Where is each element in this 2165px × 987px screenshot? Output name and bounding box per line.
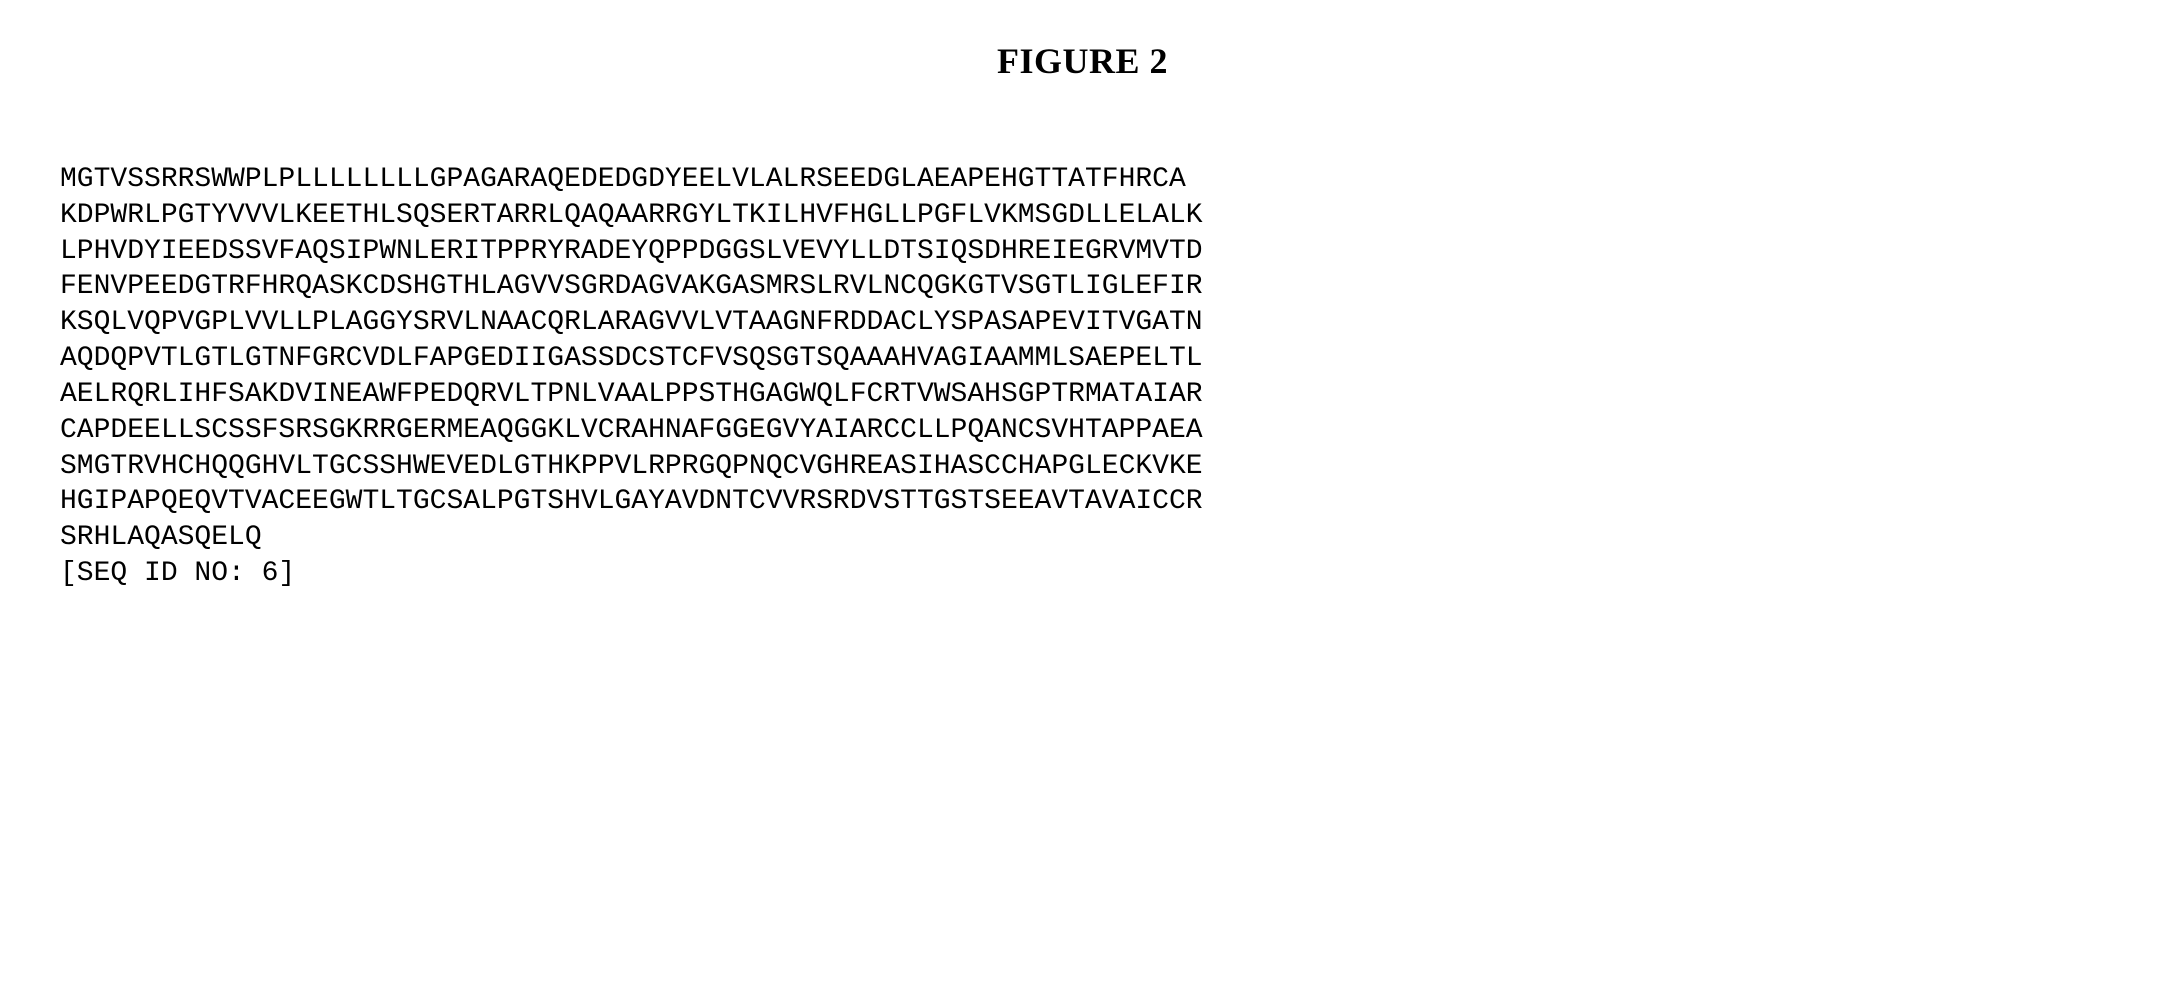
sequence-line: AQDQPVTLGTLGTNFGRCVDLFAPGEDIIGASSDCSTCFV…: [60, 341, 2105, 377]
sequence-line: KSQLVQPVGPLVVLLPLAGGYSRVLNAACQRLARAGVVLV…: [60, 305, 2105, 341]
sequence-line: SRHLAQASQELQ: [60, 520, 2105, 556]
sequence-line: CAPDEELLSCSSFSRSGKRRGERMEAQGGKLVCRAHNAFG…: [60, 413, 2105, 449]
sequence-id-label: [SEQ ID NO: 6]: [60, 556, 2105, 592]
sequence-line: KDPWRLPGTYVVVLKEETHLSQSERTARRLQAQAARRGYL…: [60, 198, 2105, 234]
sequence-line: HGIPAPQEQVTVACEEGWTLTGCSALPGTSHVLGAYAVDN…: [60, 484, 2105, 520]
sequence-line: FENVPEEDGTRFHRQASKCDSHGTHLAGVVSGRDAGVAKG…: [60, 269, 2105, 305]
sequence-line: MGTVSSRRSWWPLPLLLLLLLLGPAGARAQEDEDGDYEEL…: [60, 162, 2105, 198]
sequence-line: LPHVDYIEEDSSVFAQSIPWNLERITPPRYRADEYQPPDG…: [60, 234, 2105, 270]
sequence-line: AELRQRLIHFSAKDVINEAWFPEDQRVLTPNLVAALPPST…: [60, 377, 2105, 413]
sequence-line: SMGTRVHCHQQGHVLTGCSSHWEVEDLGTHKPPVLRPRGQ…: [60, 449, 2105, 485]
figure-title: FIGURE 2: [60, 40, 2105, 82]
sequence-block: MGTVSSRRSWWPLPLLLLLLLLGPAGARAQEDEDGDYEEL…: [60, 162, 2105, 592]
